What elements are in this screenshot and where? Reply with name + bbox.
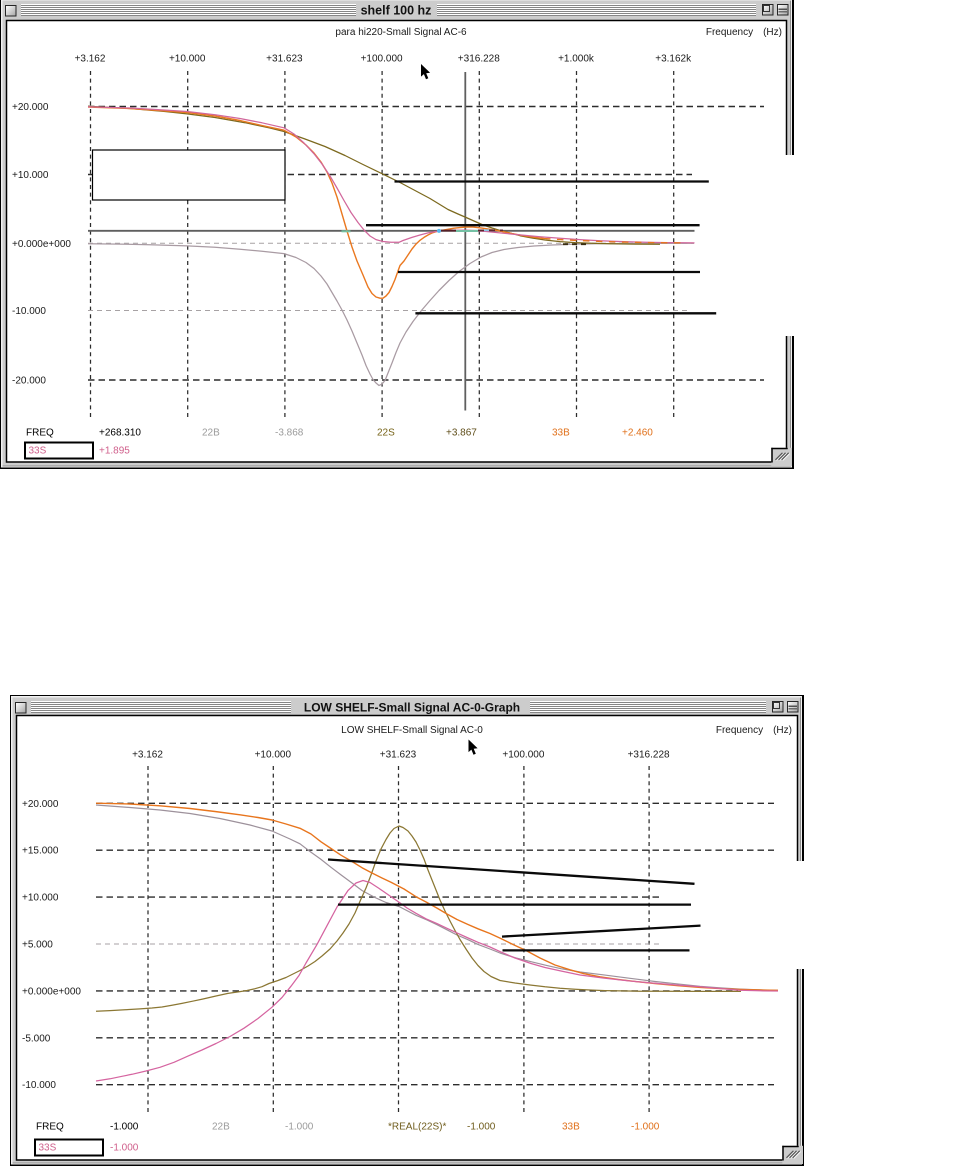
svg-text:+268.310: +268.310 (99, 428, 141, 439)
svg-text:-1.000: -1.000 (110, 1122, 139, 1133)
svg-text:-10.000: -10.000 (12, 306, 46, 317)
svg-text:Frequency (Hz): Frequency (Hz) (706, 27, 782, 38)
svg-text:+5.000: +5.000 (22, 940, 53, 951)
svg-text:+3.162k: +3.162k (655, 54, 692, 65)
svg-text:+3.162: +3.162 (132, 750, 163, 761)
svg-text:+20.000: +20.000 (22, 799, 59, 810)
svg-text:+31.623: +31.623 (380, 750, 417, 761)
svg-text:FREQ: FREQ (36, 1122, 64, 1133)
svg-text:+3.162: +3.162 (75, 54, 106, 65)
svg-text:LOW SHELF-Small Signal AC-0-Gr: LOW SHELF-Small Signal AC-0-Graph (304, 701, 520, 715)
svg-text:22S: 22S (377, 428, 395, 439)
svg-text:shelf 100 hz: shelf 100 hz (361, 4, 432, 18)
svg-text:-10.000: -10.000 (22, 1080, 56, 1091)
svg-text:-20.000: -20.000 (12, 376, 46, 387)
svg-text:+100.000: +100.000 (361, 54, 403, 65)
svg-text:+10.000: +10.000 (22, 893, 59, 904)
svg-text:+10.000: +10.000 (255, 750, 292, 761)
svg-text:+0.000e+000: +0.000e+000 (22, 986, 81, 997)
svg-text:FREQ: FREQ (26, 428, 54, 439)
svg-text:+100.000: +100.000 (502, 750, 544, 761)
svg-text:22B: 22B (212, 1122, 230, 1133)
svg-text:+0.000e+000: +0.000e+000 (12, 239, 71, 250)
svg-text:+1.895: +1.895 (99, 446, 130, 457)
svg-text:+10.000: +10.000 (169, 54, 206, 65)
svg-text:-1.000: -1.000 (285, 1122, 314, 1133)
svg-text:para hi220-Small Signal AC-6: para hi220-Small Signal AC-6 (335, 27, 467, 38)
svg-text:LOW SHELF-Small Signal AC-0: LOW SHELF-Small Signal AC-0 (341, 725, 483, 736)
svg-text:33B: 33B (562, 1122, 580, 1133)
svg-text:*REAL(22S)*: *REAL(22S)* (388, 1122, 446, 1133)
svg-text:-1.000: -1.000 (631, 1122, 660, 1133)
svg-text:-3.868: -3.868 (275, 428, 304, 439)
svg-text:33S: 33S (29, 446, 47, 457)
svg-text:33S: 33S (39, 1143, 57, 1154)
svg-text:-1.000: -1.000 (467, 1122, 496, 1133)
svg-text:+1.000k: +1.000k (558, 54, 595, 65)
svg-text:+20.000: +20.000 (12, 102, 49, 113)
svg-text:+31.623: +31.623 (266, 54, 303, 65)
svg-text:-5.000: -5.000 (22, 1033, 51, 1044)
svg-text:33B: 33B (552, 428, 570, 439)
svg-text:+316.228: +316.228 (628, 750, 670, 761)
svg-text:+316.228: +316.228 (458, 54, 500, 65)
svg-text:-1.000: -1.000 (110, 1143, 139, 1154)
svg-text:+3.867: +3.867 (446, 428, 477, 439)
svg-text:+10.000: +10.000 (12, 170, 49, 181)
svg-text:22B: 22B (202, 428, 220, 439)
svg-text:+2.460: +2.460 (622, 428, 653, 439)
svg-text:+15.000: +15.000 (22, 846, 59, 857)
svg-text:Frequency (Hz): Frequency (Hz) (716, 725, 792, 736)
